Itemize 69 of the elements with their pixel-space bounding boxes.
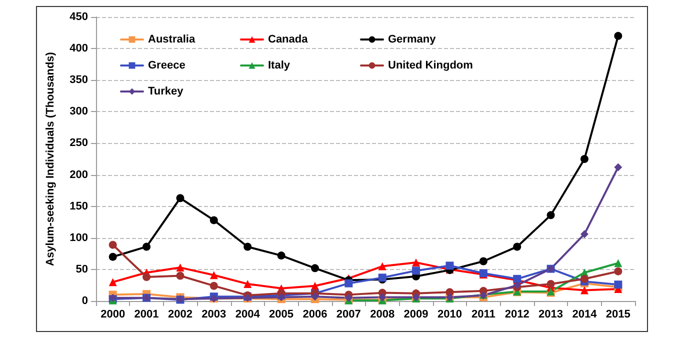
point bbox=[614, 259, 622, 268]
point bbox=[142, 242, 151, 251]
x-tick-label: 2010 bbox=[437, 308, 462, 320]
x-tick-label: 2002 bbox=[168, 308, 192, 320]
point bbox=[614, 267, 622, 276]
x-tick-label: 2000 bbox=[100, 308, 126, 320]
y-axis-title: Asylum-seeking Individuals (Thousands) bbox=[44, 52, 56, 266]
x-tick-label: 2013 bbox=[538, 308, 564, 320]
y-tick-label: 400 bbox=[70, 42, 88, 55]
legend-label: United Kingdom bbox=[388, 60, 474, 72]
x-tick-label: 2014 bbox=[572, 308, 598, 320]
x-tick-label: 2001 bbox=[134, 308, 159, 320]
y-tick-label: 350 bbox=[70, 74, 88, 86]
legend-label: Turkey bbox=[148, 86, 184, 98]
x-tick-label: 2005 bbox=[269, 308, 294, 320]
point bbox=[176, 194, 184, 202]
x-tick-label: 2007 bbox=[336, 308, 361, 320]
point bbox=[210, 216, 218, 224]
y-tick-label: 100 bbox=[70, 232, 88, 244]
point bbox=[142, 273, 151, 282]
point bbox=[580, 155, 588, 163]
x-tick-label: 2011 bbox=[471, 308, 496, 320]
x-tick-label: 2015 bbox=[606, 308, 630, 320]
point bbox=[310, 292, 319, 301]
point bbox=[546, 280, 555, 288]
y-tick-label: 450 bbox=[70, 11, 88, 23]
x-tick-label: 2006 bbox=[302, 308, 328, 320]
point bbox=[310, 264, 319, 272]
x-tick-label: 2009 bbox=[404, 308, 428, 320]
y-tick-label: 300 bbox=[70, 106, 88, 118]
point bbox=[378, 293, 386, 302]
x-tick-label: 2008 bbox=[370, 308, 395, 320]
point bbox=[108, 240, 117, 249]
point bbox=[277, 252, 286, 260]
legend-label: Australia bbox=[148, 34, 196, 46]
point bbox=[412, 266, 420, 275]
x-tick-label: 2004 bbox=[235, 308, 261, 320]
point bbox=[580, 286, 588, 294]
point bbox=[614, 163, 622, 172]
point bbox=[244, 242, 252, 251]
point bbox=[614, 32, 622, 40]
y-tick-label: 250 bbox=[70, 137, 88, 150]
y-tick-label: 50 bbox=[76, 263, 88, 276]
point bbox=[108, 252, 117, 261]
y-tick-label: 200 bbox=[70, 168, 88, 181]
x-tick-label: 2003 bbox=[202, 308, 226, 320]
x-tick-label: 2012 bbox=[504, 308, 530, 320]
point bbox=[210, 282, 218, 290]
y-tick-label: 150 bbox=[70, 200, 88, 212]
legend-label: Germany bbox=[388, 34, 437, 46]
point bbox=[176, 264, 184, 272]
point bbox=[378, 262, 386, 270]
point bbox=[176, 272, 184, 280]
point bbox=[446, 262, 454, 270]
point bbox=[412, 258, 420, 266]
point bbox=[513, 242, 522, 251]
y-tick-label: 0 bbox=[82, 295, 88, 307]
point bbox=[580, 274, 588, 283]
point bbox=[244, 280, 252, 288]
point bbox=[344, 279, 353, 288]
point bbox=[108, 278, 117, 286]
point bbox=[210, 271, 218, 280]
legend-label: Italy bbox=[268, 60, 291, 72]
point bbox=[479, 257, 488, 266]
point bbox=[546, 211, 555, 220]
point bbox=[614, 280, 622, 289]
legend-label: Greece bbox=[148, 60, 186, 72]
legend-label: Canada bbox=[268, 34, 309, 46]
point bbox=[580, 230, 588, 238]
